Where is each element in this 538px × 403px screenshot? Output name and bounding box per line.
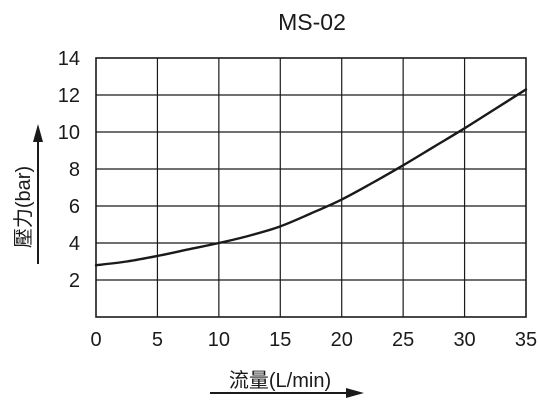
- x-tick-label: 25: [392, 329, 414, 351]
- x-tick-label: 0: [90, 329, 101, 351]
- x-axis-label-arrowhead: [346, 388, 364, 398]
- tick-labels: 0 5 10 15 20 25 30 35 2 4 6 8 10 12 14: [58, 48, 537, 351]
- y-tick-label: 12: [58, 85, 80, 107]
- x-tick-label: 35: [515, 329, 537, 351]
- series-line: [94, 88, 528, 267]
- x-tick-label: 30: [453, 329, 475, 351]
- x-tick-label: 20: [331, 329, 353, 351]
- y-tick-label: 2: [69, 270, 80, 292]
- x-tick-label: 15: [269, 329, 291, 351]
- plot-frame: [95, 57, 527, 318]
- x-tick-label: 5: [152, 329, 163, 351]
- x-axis-label: 流量(L/min): [229, 369, 331, 392]
- series: [94, 88, 528, 267]
- x-tick-label: 10: [208, 329, 230, 351]
- chart-title: MS-02: [278, 9, 346, 35]
- y-tick-label: 4: [69, 233, 80, 255]
- y-tick-label: 8: [69, 159, 80, 181]
- y-tick-label: 14: [58, 48, 80, 70]
- grid: [95, 57, 527, 318]
- y-tick-label: 10: [58, 122, 80, 144]
- y-axis-label-arrowhead: [33, 124, 43, 142]
- y-tick-label: 6: [69, 196, 80, 218]
- y-axis-label: 壓力(bar): [12, 166, 35, 248]
